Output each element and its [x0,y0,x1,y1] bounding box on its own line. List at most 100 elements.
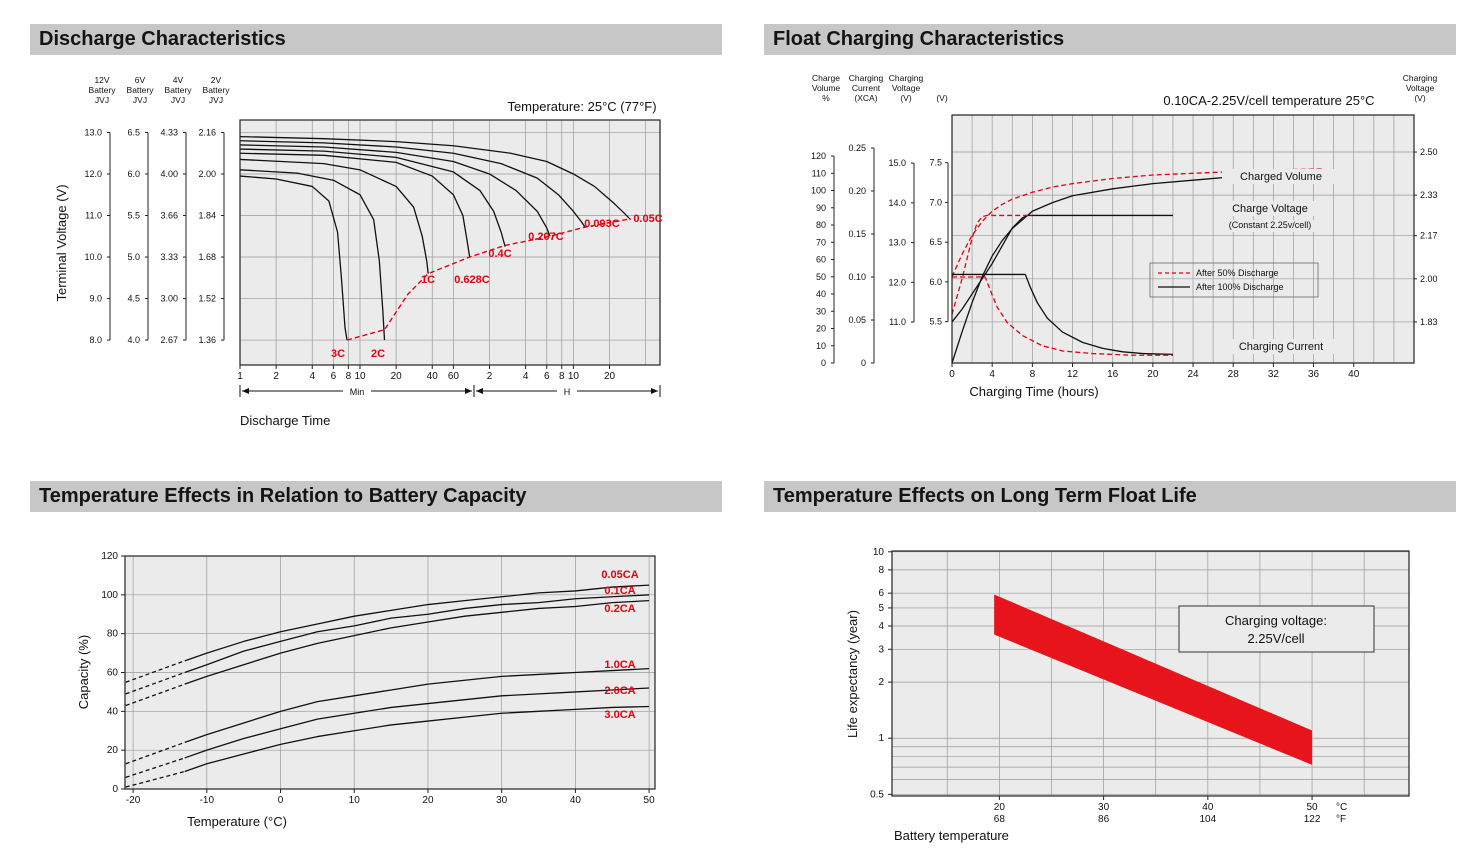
svg-text:70: 70 [816,237,826,247]
svg-text:4V: 4V [173,75,184,85]
svg-text:3.0CA: 3.0CA [604,709,635,721]
svg-text:0.093C: 0.093C [584,218,620,230]
svg-text:11.0: 11.0 [85,211,102,221]
svg-text:6.5: 6.5 [929,237,942,247]
svg-text:Charging: Charging [849,73,884,83]
svg-text:3.33: 3.33 [160,252,178,262]
svg-text:0.207C: 0.207C [528,231,564,243]
section-title-bar: Float Charging Characteristics [764,24,1456,55]
svg-text:30: 30 [816,306,826,316]
svg-text:2: 2 [487,371,493,382]
svg-text:24: 24 [1187,369,1199,380]
svg-text:3: 3 [878,644,884,655]
svg-text:Battery: Battery [203,85,231,95]
svg-text:60: 60 [816,255,826,265]
svg-text:6V: 6V [135,75,146,85]
svg-text:Charging: Charging [1403,73,1438,83]
svg-text:4.5: 4.5 [127,294,140,304]
svg-text:104: 104 [1199,814,1216,825]
svg-text:40: 40 [107,706,119,717]
svg-text:0.4C: 0.4C [488,248,511,260]
svg-text:2.17: 2.17 [1420,231,1438,241]
svg-text:50: 50 [816,272,826,282]
svg-text:2: 2 [878,677,884,688]
svg-text:2.25V/cell: 2.25V/cell [1247,631,1304,646]
svg-text:2.50: 2.50 [1420,147,1438,157]
svg-text:20: 20 [604,371,616,382]
svg-text:JVJ: JVJ [209,95,223,105]
svg-text:4: 4 [878,621,884,632]
svg-text:4.0: 4.0 [127,335,140,345]
svg-text:40: 40 [1202,802,1214,813]
discharge-characteristics-chart: 1 2 4 6 8 10 20 40 60 2 4 6 8 10 2012VBatteryJVJ13.012… [54,75,663,428]
svg-text:(V): (V) [1414,93,1426,103]
svg-text:Battery: Battery [165,85,193,95]
svg-text:Charging: Charging [889,73,924,83]
svg-text:10: 10 [568,371,580,382]
svg-text:Life expectancy (year): Life expectancy (year) [845,610,860,738]
svg-text:1: 1 [237,371,243,382]
svg-text:°C: °C [1336,802,1347,813]
svg-text:0: 0 [112,784,118,795]
svg-text:5.5: 5.5 [929,317,942,327]
svg-text:8: 8 [1030,369,1036,380]
svg-text:-20: -20 [126,795,141,806]
svg-text:12V: 12V [94,75,109,85]
svg-text:6: 6 [331,371,337,382]
svg-text:50: 50 [644,795,656,806]
svg-text:20: 20 [816,324,826,334]
svg-text:2V: 2V [211,75,222,85]
svg-text:120: 120 [811,151,826,161]
svg-text:40: 40 [427,371,439,382]
svg-text:-10: -10 [200,795,215,806]
svg-text:(XCA): (XCA) [854,93,877,103]
svg-text:6.0: 6.0 [127,169,140,179]
svg-text:100: 100 [101,590,118,601]
svg-text:16: 16 [1107,369,1119,380]
svg-text:4: 4 [523,371,529,382]
svg-text:8: 8 [878,565,884,576]
svg-text:5.5: 5.5 [127,211,140,221]
svg-text:80: 80 [107,629,119,640]
svg-text:JVJ: JVJ [171,95,185,105]
svg-text:Battery: Battery [89,85,117,95]
svg-text:1.0CA: 1.0CA [604,659,635,671]
section-title: Temperature Effects in Relation to Batte… [39,485,527,507]
svg-text:11.0: 11.0 [889,317,906,327]
svg-text:Min: Min [350,387,365,397]
svg-text:10.0: 10.0 [84,252,102,262]
svg-text:100: 100 [811,186,826,196]
section-title: Float Charging Characteristics [773,28,1065,50]
svg-text:1.84: 1.84 [198,211,216,221]
svg-text:Charged Volume: Charged Volume [1240,171,1322,183]
svg-text:7.0: 7.0 [929,197,942,207]
svg-text:Charging voltage:: Charging voltage: [1225,613,1327,628]
svg-text:13.0: 13.0 [888,238,906,248]
svg-text:40: 40 [1348,369,1360,380]
svg-text:20: 20 [107,745,119,756]
svg-text:0.10: 0.10 [848,272,866,282]
svg-text:9.0: 9.0 [89,294,102,304]
svg-text:3.00: 3.00 [160,294,178,304]
svg-text:0.628C: 0.628C [454,274,490,286]
section-title: Discharge Characteristics [39,28,286,50]
svg-text:0.5: 0.5 [870,789,884,800]
svg-text:Charge Voltage: Charge Voltage [1232,203,1308,215]
section-title-bar: Discharge Characteristics [30,24,722,55]
svg-text:32: 32 [1268,369,1280,380]
section-float-charging-characteristics: Float Charging Characteristics 0 4 8 12 16 20… [764,24,1456,465]
svg-text:7.5: 7.5 [929,158,942,168]
svg-text:40: 40 [816,289,826,299]
svg-text:36: 36 [1308,369,1320,380]
svg-text:3C: 3C [331,348,345,360]
svg-text:0.05C: 0.05C [633,213,662,225]
svg-text:60: 60 [448,371,460,382]
svg-text:0: 0 [821,358,826,368]
svg-text:12.0: 12.0 [888,277,906,287]
svg-text:After 100% Discharge: After 100% Discharge [1196,282,1284,292]
svg-text:2.0CA: 2.0CA [604,685,635,697]
svg-text:JVJ: JVJ [133,95,147,105]
svg-text:4.33: 4.33 [160,127,178,137]
